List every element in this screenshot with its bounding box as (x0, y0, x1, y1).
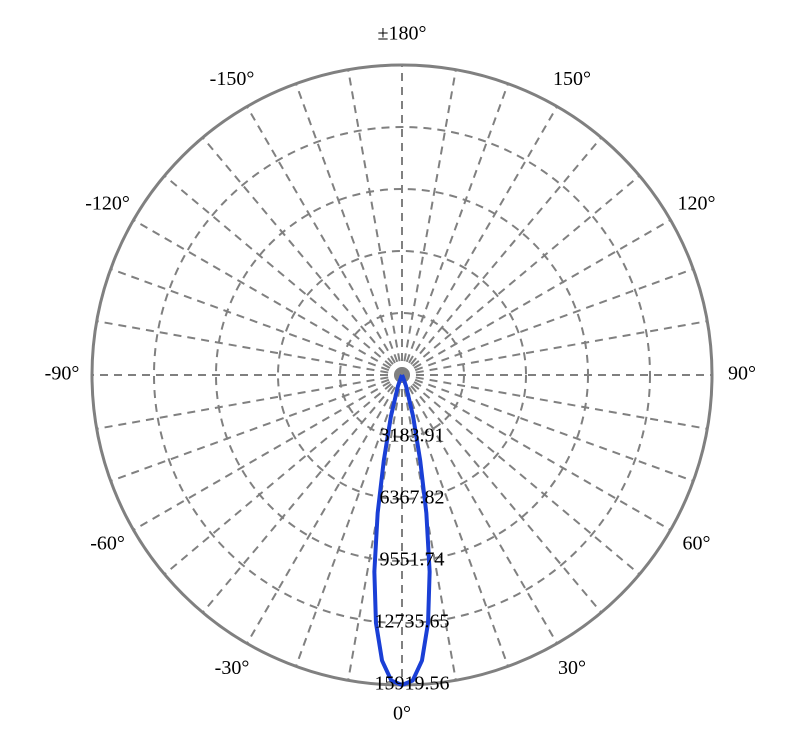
angle-tick-label: -60° (90, 533, 125, 555)
radial-tick-label: 3183.91 (380, 425, 445, 447)
angle-tick-label: -90° (45, 363, 80, 385)
angle-tick-label: -30° (215, 657, 250, 679)
angle-tick-label: -150° (210, 68, 255, 90)
angle-tick-label: -120° (85, 193, 130, 215)
angle-tick-label: 120° (677, 193, 715, 215)
radial-tick-label: 15919.56 (375, 673, 450, 695)
radial-tick-label: 12735.65 (375, 611, 450, 633)
polar-chart: 3183.91 6367.82 9551.74 12735.65 15919.56 0° 3… (0, 0, 804, 751)
angle-tick-label: ±180° (378, 23, 427, 45)
angle-tick-label: 30° (558, 657, 586, 679)
angle-tick-label: 90° (728, 363, 756, 385)
radial-tick-label: 6367.82 (380, 487, 445, 509)
angle-tick-label: 150° (553, 68, 591, 90)
radial-tick-label: 9551.74 (380, 549, 445, 571)
angle-tick-label: 60° (682, 533, 710, 555)
angle-tick-label: 0° (393, 703, 411, 725)
